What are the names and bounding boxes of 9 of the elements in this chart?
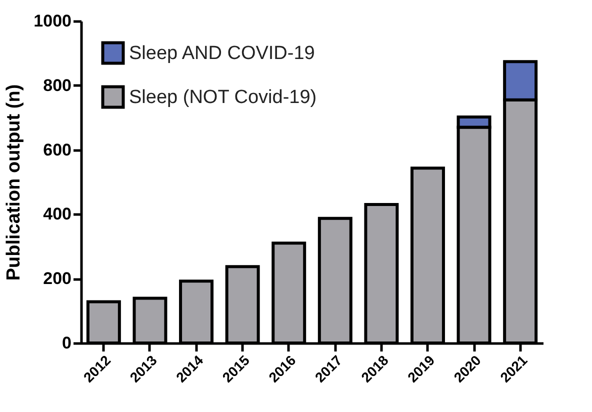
y-tick-label: 600 [43,140,72,160]
y-tick-label: 400 [43,204,72,224]
y-tick-label: 1000 [34,12,72,30]
legend-label: Sleep (NOT Covid-19) [129,87,317,108]
legend-label: Sleep AND COVID-19 [129,43,315,64]
y-tick-label: 800 [43,76,72,95]
y-tick-label: 0 [62,334,72,352]
y-tick-label: 200 [43,269,72,288]
y-axis-title: Publication output (n) [4,84,25,281]
